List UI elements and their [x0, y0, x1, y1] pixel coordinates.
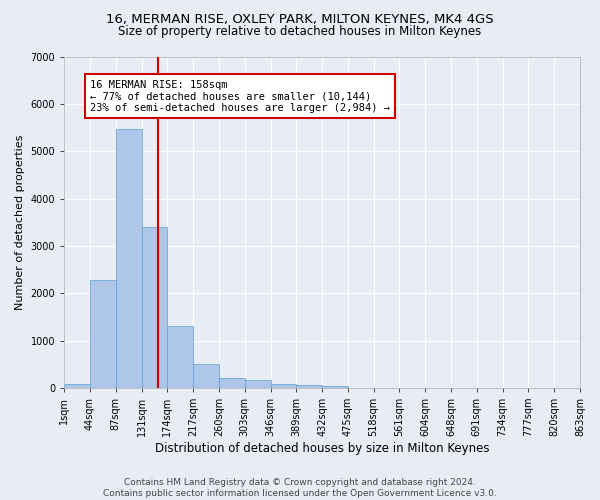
- Bar: [167, 326, 193, 388]
- Bar: [245, 380, 271, 388]
- Text: Contains HM Land Registry data © Crown copyright and database right 2024.
Contai: Contains HM Land Registry data © Crown c…: [103, 478, 497, 498]
- Text: 16, MERMAN RISE, OXLEY PARK, MILTON KEYNES, MK4 4GS: 16, MERMAN RISE, OXLEY PARK, MILTON KEYN…: [106, 12, 494, 26]
- Bar: [142, 227, 167, 388]
- Text: Size of property relative to detached houses in Milton Keynes: Size of property relative to detached ho…: [118, 25, 482, 38]
- Bar: [219, 378, 245, 388]
- Bar: [90, 280, 116, 388]
- Bar: [296, 385, 322, 388]
- Bar: [271, 384, 296, 388]
- Text: 16 MERMAN RISE: 158sqm
← 77% of detached houses are smaller (10,144)
23% of semi: 16 MERMAN RISE: 158sqm ← 77% of detached…: [90, 80, 390, 113]
- Bar: [116, 129, 142, 388]
- X-axis label: Distribution of detached houses by size in Milton Keynes: Distribution of detached houses by size …: [155, 442, 490, 455]
- Bar: [322, 386, 348, 388]
- Bar: [64, 384, 90, 388]
- Y-axis label: Number of detached properties: Number of detached properties: [15, 134, 25, 310]
- Bar: [193, 364, 219, 388]
